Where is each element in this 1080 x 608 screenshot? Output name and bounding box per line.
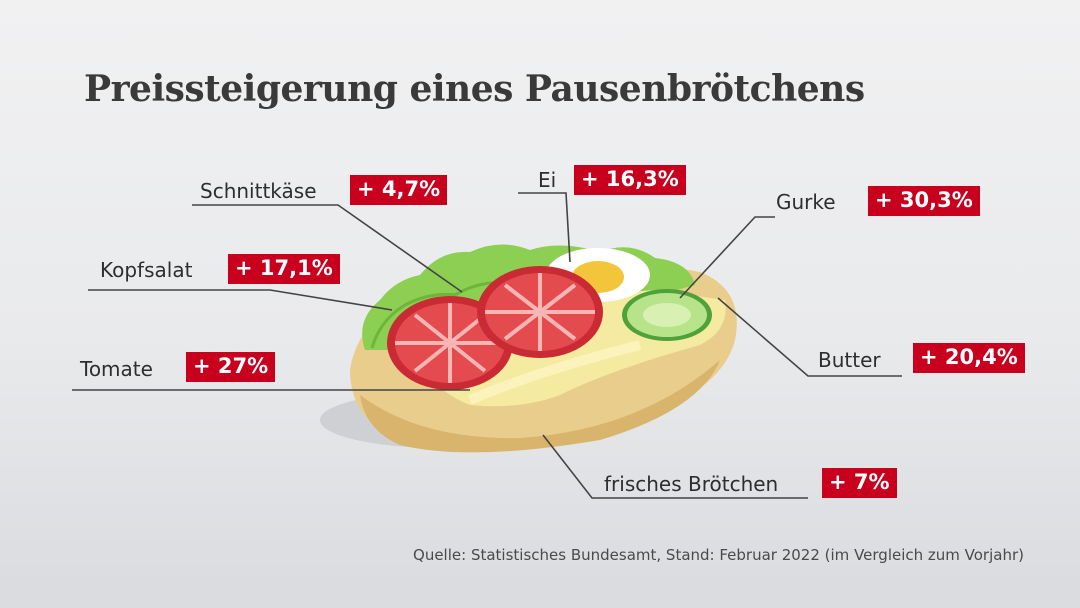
leader-line-kopfsalat: [88, 289, 393, 311]
leader-lines: [72, 192, 902, 499]
label-kopfsalat: Kopfsalat: [100, 258, 193, 282]
leader-line-ei: [518, 192, 571, 263]
label-schnittkaese: Schnittkäse: [200, 179, 317, 203]
badge-butter: + 20,4%: [913, 343, 1025, 373]
badge-schnittkaese: + 4,7%: [350, 175, 448, 205]
leader-line-gurke: [679, 216, 775, 299]
badge-kopfsalat: + 17,1%: [228, 254, 340, 284]
label-ei: Ei: [538, 168, 557, 192]
badge-gurke: + 30,3%: [868, 186, 980, 216]
leader-line-schnittkaese: [192, 204, 463, 293]
badge-tomate: + 27%: [186, 352, 276, 382]
tomato-slice: [477, 266, 603, 358]
label-tomate: Tomate: [80, 357, 153, 381]
label-butter: Butter: [818, 348, 881, 372]
label-frisches-broetchen: frisches Brötchen: [604, 472, 779, 496]
badge-ei: + 16,3%: [574, 165, 686, 195]
source-note: Quelle: Statistisches Bundesamt, Stand: …: [413, 546, 1024, 564]
cucumber-slice: [622, 289, 712, 341]
badge-frisches-broetchen: + 7%: [822, 468, 897, 498]
leader-line-broetchen: [542, 434, 808, 499]
leader-line-butter: [717, 297, 902, 377]
label-gurke: Gurke: [776, 190, 836, 214]
chart-title: Preissteigerung eines Pausenbrötchens: [84, 68, 865, 110]
